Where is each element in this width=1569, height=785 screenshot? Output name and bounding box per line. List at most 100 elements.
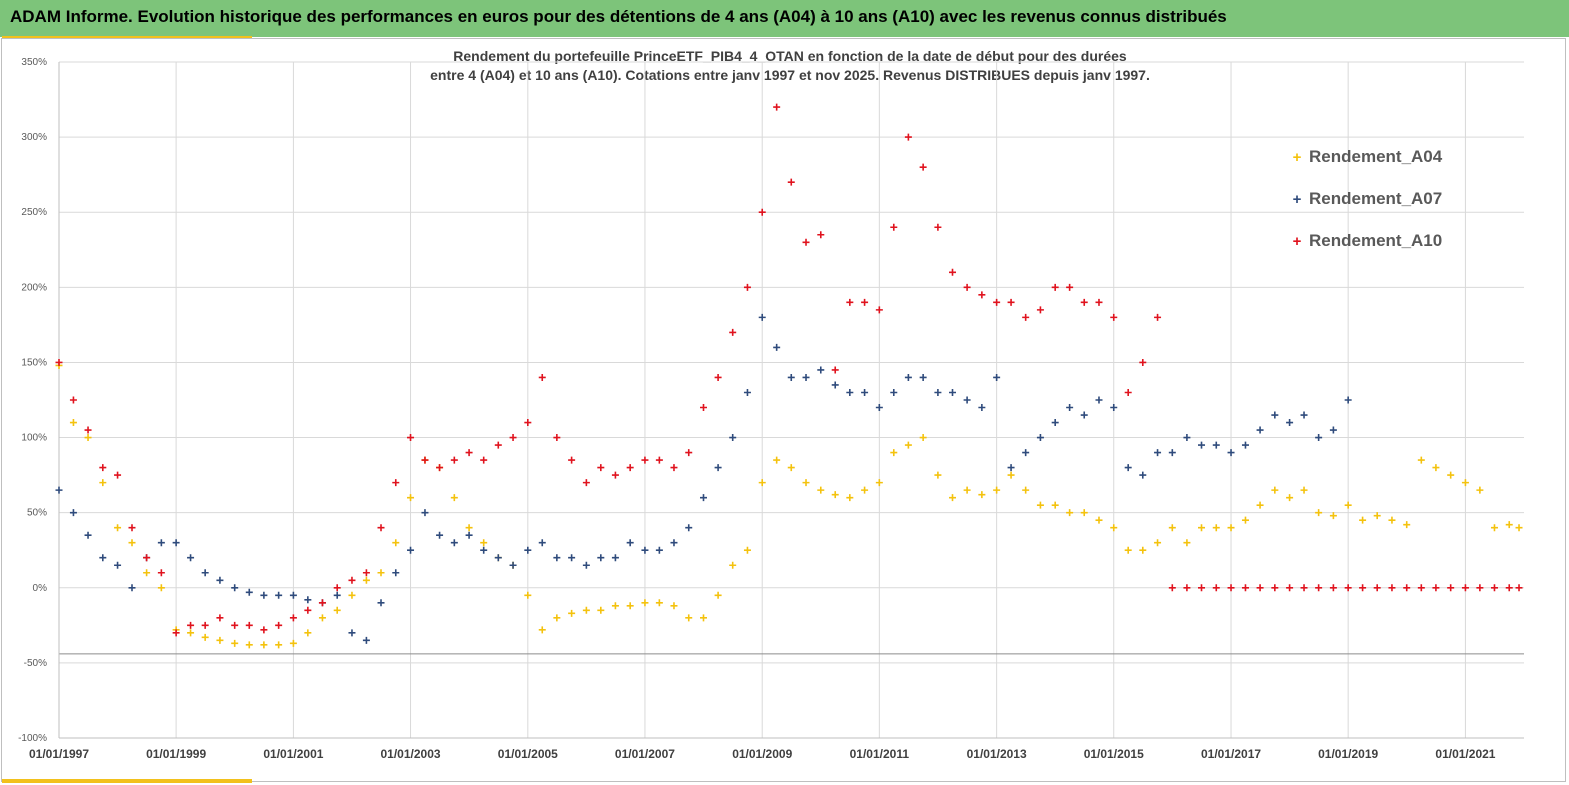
- data-point: [1022, 313, 1030, 321]
- data-point: [993, 373, 1001, 381]
- data-point: [333, 606, 341, 614]
- y-tick-label: 250%: [21, 207, 47, 218]
- data-point: [1139, 471, 1147, 479]
- data-point: [655, 599, 663, 607]
- data-point: [1417, 584, 1425, 592]
- data-point: [1036, 434, 1044, 442]
- data-point: [626, 464, 634, 472]
- data-point: [275, 641, 283, 649]
- data-point: [1227, 449, 1235, 457]
- data-point: [875, 404, 883, 412]
- data-point: [963, 396, 971, 404]
- data-point: [758, 208, 766, 216]
- data-point: [919, 373, 927, 381]
- legend-item-a04: + Rendement_A04: [1290, 136, 1443, 178]
- data-point: [949, 388, 957, 396]
- data-point: [655, 456, 663, 464]
- series-layer: [55, 103, 1523, 649]
- data-point: [1124, 546, 1132, 554]
- data-point: [84, 434, 92, 442]
- data-point: [245, 641, 253, 649]
- data-point: [1490, 584, 1498, 592]
- data-point: [1432, 464, 1440, 472]
- data-point: [143, 554, 151, 562]
- data-point: [890, 388, 898, 396]
- series-Rendement_A07: [55, 313, 1352, 644]
- banner: ADAM Informe. Evolution historique des p…: [0, 0, 1569, 37]
- data-point: [553, 614, 561, 622]
- data-point: [1227, 524, 1235, 532]
- data-point: [1300, 486, 1308, 494]
- x-tick-label: 01/01/2017: [1201, 747, 1261, 761]
- data-point: [407, 546, 415, 554]
- data-point: [436, 531, 444, 539]
- data-point: [1066, 404, 1074, 412]
- data-point: [904, 133, 912, 141]
- data-point: [890, 223, 898, 231]
- data-point: [890, 449, 898, 457]
- data-point: [333, 591, 341, 599]
- data-point: [1271, 486, 1279, 494]
- data-point: [1300, 411, 1308, 419]
- data-point: [392, 539, 400, 547]
- data-point: [99, 464, 107, 472]
- chart-title: Rendement du portefeuille PrinceETF_PIB4…: [330, 47, 1250, 85]
- data-point: [817, 231, 825, 239]
- data-point: [743, 546, 751, 554]
- data-point: [1241, 584, 1249, 592]
- data-point: [1461, 479, 1469, 487]
- data-point: [524, 546, 532, 554]
- data-point: [626, 602, 634, 610]
- data-point: [1359, 516, 1367, 524]
- data-point: [421, 509, 429, 517]
- data-point: [1212, 441, 1220, 449]
- legend-label-a04: Rendement_A04: [1309, 147, 1443, 166]
- data-point: [201, 633, 209, 641]
- data-point: [494, 441, 502, 449]
- data-point: [1183, 434, 1191, 442]
- data-point: [1066, 509, 1074, 517]
- data-point: [260, 591, 268, 599]
- data-point: [231, 621, 239, 629]
- data-point: [450, 456, 458, 464]
- data-point: [114, 471, 122, 479]
- data-point: [729, 434, 737, 442]
- data-point: [597, 464, 605, 472]
- data-point: [1417, 456, 1425, 464]
- data-point: [465, 531, 473, 539]
- data-point: [978, 404, 986, 412]
- axis-layer: 350% 300% 250% 200% 150% 100% 50% 0% -50% -100% 01…: [18, 57, 1524, 761]
- data-point: [377, 599, 385, 607]
- data-point: [773, 343, 781, 351]
- data-point: [1359, 584, 1367, 592]
- data-point: [1022, 449, 1030, 457]
- data-point: [1388, 584, 1396, 592]
- data-point: [275, 621, 283, 629]
- x-tick-label: 01/01/1999: [146, 747, 206, 761]
- data-point: [187, 629, 195, 637]
- x-tick-label: 01/01/2007: [615, 747, 675, 761]
- y-tick-label: 350%: [21, 57, 47, 68]
- data-point: [714, 591, 722, 599]
- data-point: [919, 163, 927, 171]
- data-point: [1271, 584, 1279, 592]
- data-point: [260, 626, 268, 634]
- data-point: [582, 606, 590, 614]
- data-point: [1505, 584, 1513, 592]
- data-point: [861, 486, 869, 494]
- data-point: [670, 602, 678, 610]
- legend-item-a10: + Rendement_A10: [1290, 220, 1443, 262]
- data-point: [773, 456, 781, 464]
- data-point: [875, 306, 883, 314]
- data-point: [729, 561, 737, 569]
- data-point: [1329, 426, 1337, 434]
- data-point: [172, 539, 180, 547]
- data-point: [538, 539, 546, 547]
- data-point: [231, 584, 239, 592]
- data-point: [597, 606, 605, 614]
- data-point: [1139, 546, 1147, 554]
- legend-marker-a07: +: [1292, 190, 1302, 208]
- data-point: [641, 546, 649, 554]
- data-point: [1476, 584, 1484, 592]
- data-point: [1300, 584, 1308, 592]
